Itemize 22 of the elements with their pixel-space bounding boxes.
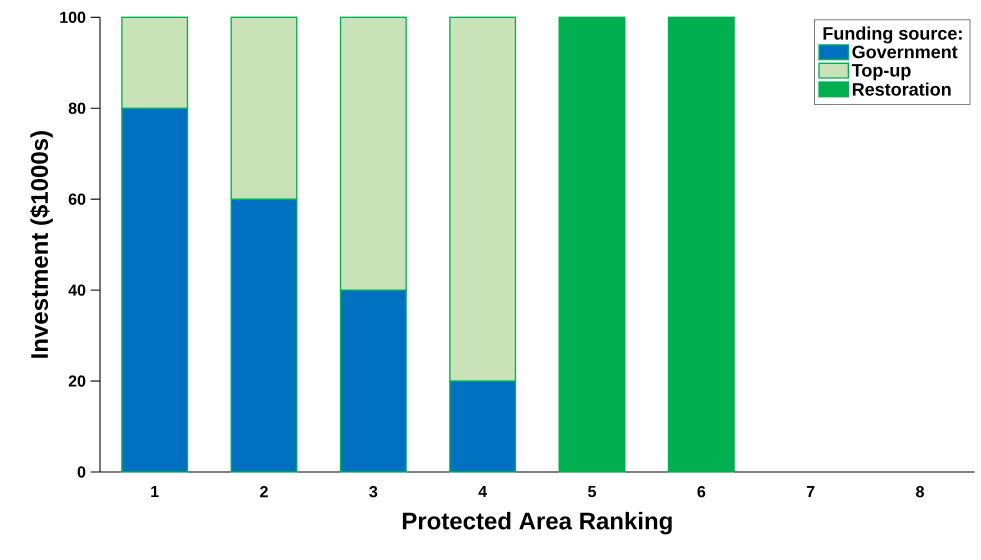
legend-label: Top-up	[852, 64, 911, 80]
y-tick-label: 60	[68, 194, 86, 205]
x-tick-label: 8	[916, 486, 924, 498]
y-tick-label: 40	[68, 284, 86, 296]
x-tick-label: 6	[697, 486, 706, 498]
x-tick-label: 7	[806, 486, 814, 498]
x-tick-label: 4	[478, 486, 488, 498]
bar	[558, 16, 626, 473]
bar	[668, 16, 735, 473]
x-axis-title: Protected Area Ranking	[402, 512, 672, 534]
y-axis-title: Investment ($1000s)	[30, 131, 53, 358]
legend-label: Restoration	[852, 82, 951, 96]
legend-title: Funding source:	[824, 26, 962, 44]
legend-label: Government	[852, 46, 958, 58]
x-tick-label: 5	[588, 486, 596, 498]
y-tick-label: 0	[78, 466, 86, 478]
x-tick-label: 2	[260, 486, 268, 498]
y-tick-label: 80	[68, 102, 86, 114]
x-tick-label: 1	[151, 486, 159, 498]
y-tick-label: 100	[60, 12, 86, 23]
x-tick-label: 3	[369, 486, 378, 498]
y-tick-label: 20	[68, 375, 86, 387]
